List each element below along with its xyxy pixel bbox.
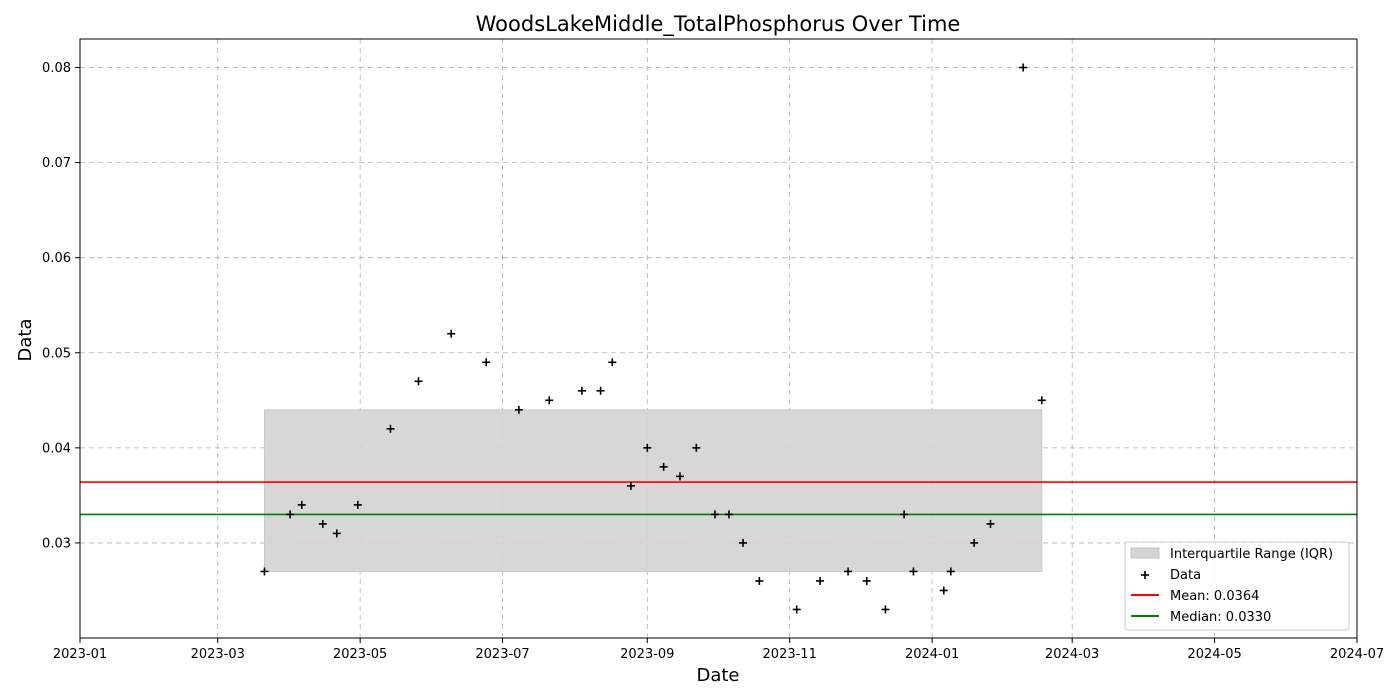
y-tick-label: 0.08 [42,61,71,76]
data-point [514,405,523,414]
legend-mean-label: Mean: 0.0364 [1170,589,1259,604]
data-point [596,386,605,395]
data-point [946,567,955,576]
data-point [725,510,734,519]
y-tick-label: 0.05 [42,346,71,361]
data-point [643,443,652,452]
data-point [844,567,853,576]
x-tick-label: 2023-11 [763,647,817,662]
y-tick-label: 0.07 [42,156,71,171]
x-axis-label: Date [696,665,739,686]
x-tick-label: 2024-05 [1187,647,1241,662]
data-point [909,567,918,576]
data-point [626,481,635,490]
data-point [881,605,890,614]
iqr-band-layer [264,409,1043,572]
data-point [816,576,825,585]
data-point [939,586,948,595]
data-point [900,510,909,519]
data-point [1037,396,1046,405]
legend-data-marker-plus [1141,571,1149,579]
data-point [414,377,423,386]
x-tick-label: 2024-01 [905,647,959,662]
data-point [577,386,586,395]
legend-box [1124,541,1350,631]
data-point [353,500,362,509]
x-tick-label: 2023-05 [333,647,387,662]
data-point [692,443,701,452]
legend-median-label: Median: 0.0330 [1170,610,1271,625]
x-tick-label: 2024-07 [1330,647,1384,662]
data-point [710,510,719,519]
iqr-band [264,409,1043,572]
data-point [332,529,341,538]
x-tick-label: 2023-01 [53,647,107,662]
y-axis-ticks: 0.03 0.04 0.05 0.06 0.07 0.08 [42,61,80,551]
data-point [545,396,554,405]
data-point [986,519,995,528]
data-point [260,567,269,576]
legend-data-label: Data [1170,568,1201,583]
legend-iqr-label: Interquartile Range (IQR) [1170,547,1333,562]
data-point [318,519,327,528]
legend: Interquartile Range (IQR) Data Mean: 0.0… [1124,541,1350,631]
data-point [1019,63,1028,72]
data-point [739,538,748,547]
legend-data-marker [1141,571,1149,579]
y-tick-label: 0.03 [42,536,71,551]
y-axis-label: Data [15,319,36,362]
data-points [260,63,1046,614]
data-point [970,538,979,547]
plot-frame [79,38,1358,639]
x-tick-label: 2023-09 [620,647,674,662]
data-point [792,605,801,614]
data-point [286,510,295,519]
y-tick-label: 0.06 [42,251,71,266]
x-tick-label: 2023-03 [191,647,245,662]
y-tick-label: 0.04 [42,441,71,456]
data-point [386,424,395,433]
legend-iqr-swatch [1130,547,1160,559]
data-point [482,358,491,367]
data-point [297,500,306,509]
x-tick-label: 2024-03 [1045,647,1099,662]
x-tick-label: 2023-07 [475,647,529,662]
data-point [608,358,617,367]
chart-title: WoodsLakeMiddle_TotalPhosphorus Over Tim… [476,12,961,37]
data-point [755,576,764,585]
data-point [675,472,684,481]
x-axis-ticks: 2023-01 2023-03 2023-05 2023-07 2023-09 2023-… [53,638,1384,662]
data-point [659,462,668,471]
data-point [447,329,456,338]
data-point [862,576,871,585]
